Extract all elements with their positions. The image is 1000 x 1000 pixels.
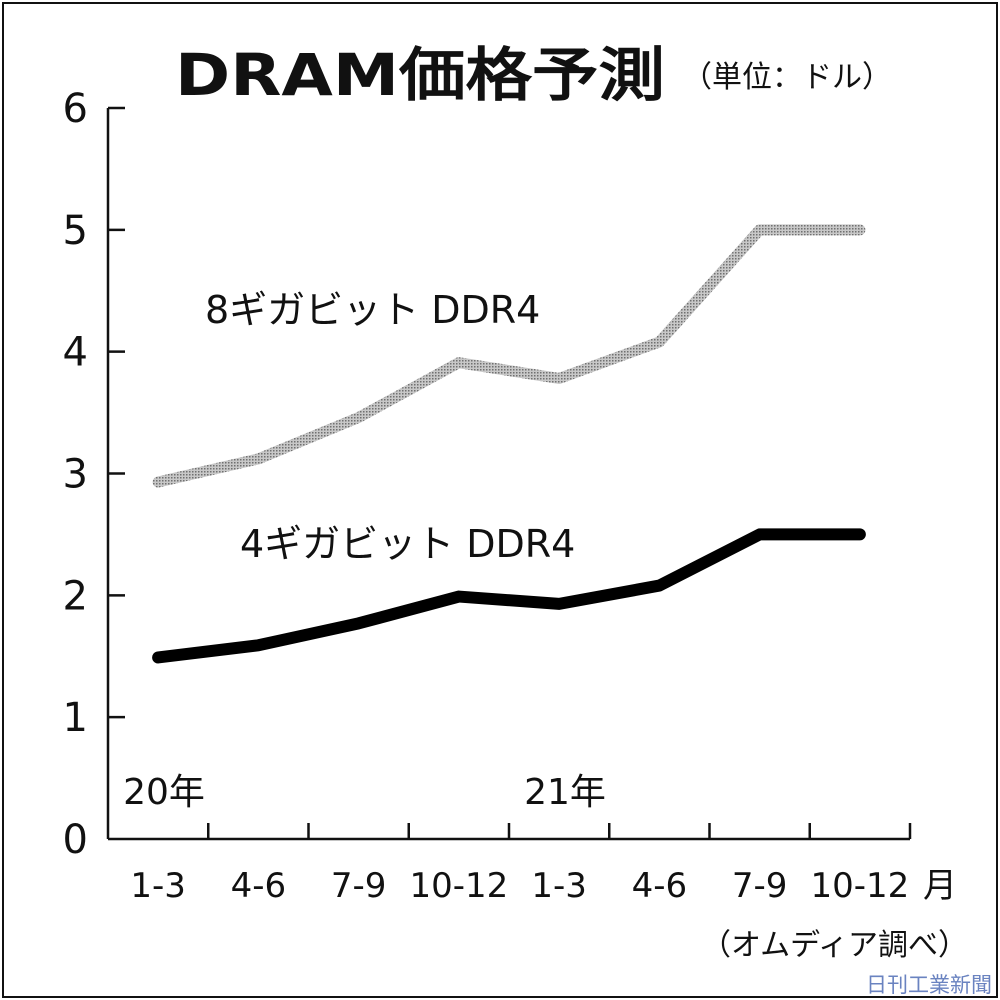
data-point — [759, 533, 761, 535]
data-point — [859, 533, 861, 535]
credit-logo: 日刊工業新聞 — [866, 973, 992, 997]
year-label: 20年 — [123, 772, 205, 813]
x-tick-label: 10-12 — [409, 866, 508, 906]
data-point — [558, 603, 560, 605]
series-line-1 — [152, 528, 866, 664]
x-unit-label: 月 — [923, 866, 957, 906]
y-tick-label: 0 — [63, 817, 88, 863]
series-label-8gb: 8ギガビット DDR4 — [205, 288, 540, 332]
series-line-0 — [152, 224, 866, 488]
data-point — [157, 656, 159, 658]
data-point — [658, 341, 660, 343]
y-tick-label: 3 — [63, 452, 88, 498]
year-labels: 20年 21年 — [123, 772, 606, 813]
y-tick-label: 6 — [63, 86, 88, 132]
data-point — [658, 585, 660, 587]
year-label: 21年 — [524, 772, 606, 813]
y-tick-label: 1 — [63, 695, 88, 741]
x-tick-label: 4-6 — [231, 866, 287, 906]
data-point — [358, 622, 360, 624]
y-tick-label: 4 — [63, 330, 88, 376]
data-point — [558, 377, 560, 379]
source-note: （オムディア調べ） — [701, 928, 968, 963]
x-tick-label: 10-12 — [810, 866, 909, 906]
data-point — [458, 362, 460, 364]
y-ticks: 0 1 2 3 4 5 6 — [63, 86, 125, 863]
series-lines — [152, 224, 866, 664]
data-point — [458, 596, 460, 598]
x-tick-label: 4-6 — [632, 866, 688, 906]
unit-note: （単位：ドル） — [682, 60, 892, 95]
x-tick-label: 1-3 — [130, 866, 186, 906]
data-point — [257, 644, 259, 646]
chart-title: DRAM価格予測 — [175, 41, 665, 109]
x-tick-label: 7-9 — [331, 866, 387, 906]
data-point — [257, 458, 259, 460]
y-tick-label: 2 — [63, 573, 88, 619]
x-ticks: 1-3 4-6 7-9 10-12 1-3 4-6 7-9 10-12 — [130, 823, 912, 906]
data-point — [358, 416, 360, 418]
y-tick-label: 5 — [63, 208, 88, 254]
data-point — [157, 481, 159, 483]
x-tick-label: 1-3 — [531, 866, 587, 906]
series-label-4gb: 4ギガビット DDR4 — [240, 522, 575, 566]
x-tick-label: 7-9 — [732, 866, 788, 906]
data-point — [759, 229, 761, 231]
data-point — [859, 229, 861, 231]
